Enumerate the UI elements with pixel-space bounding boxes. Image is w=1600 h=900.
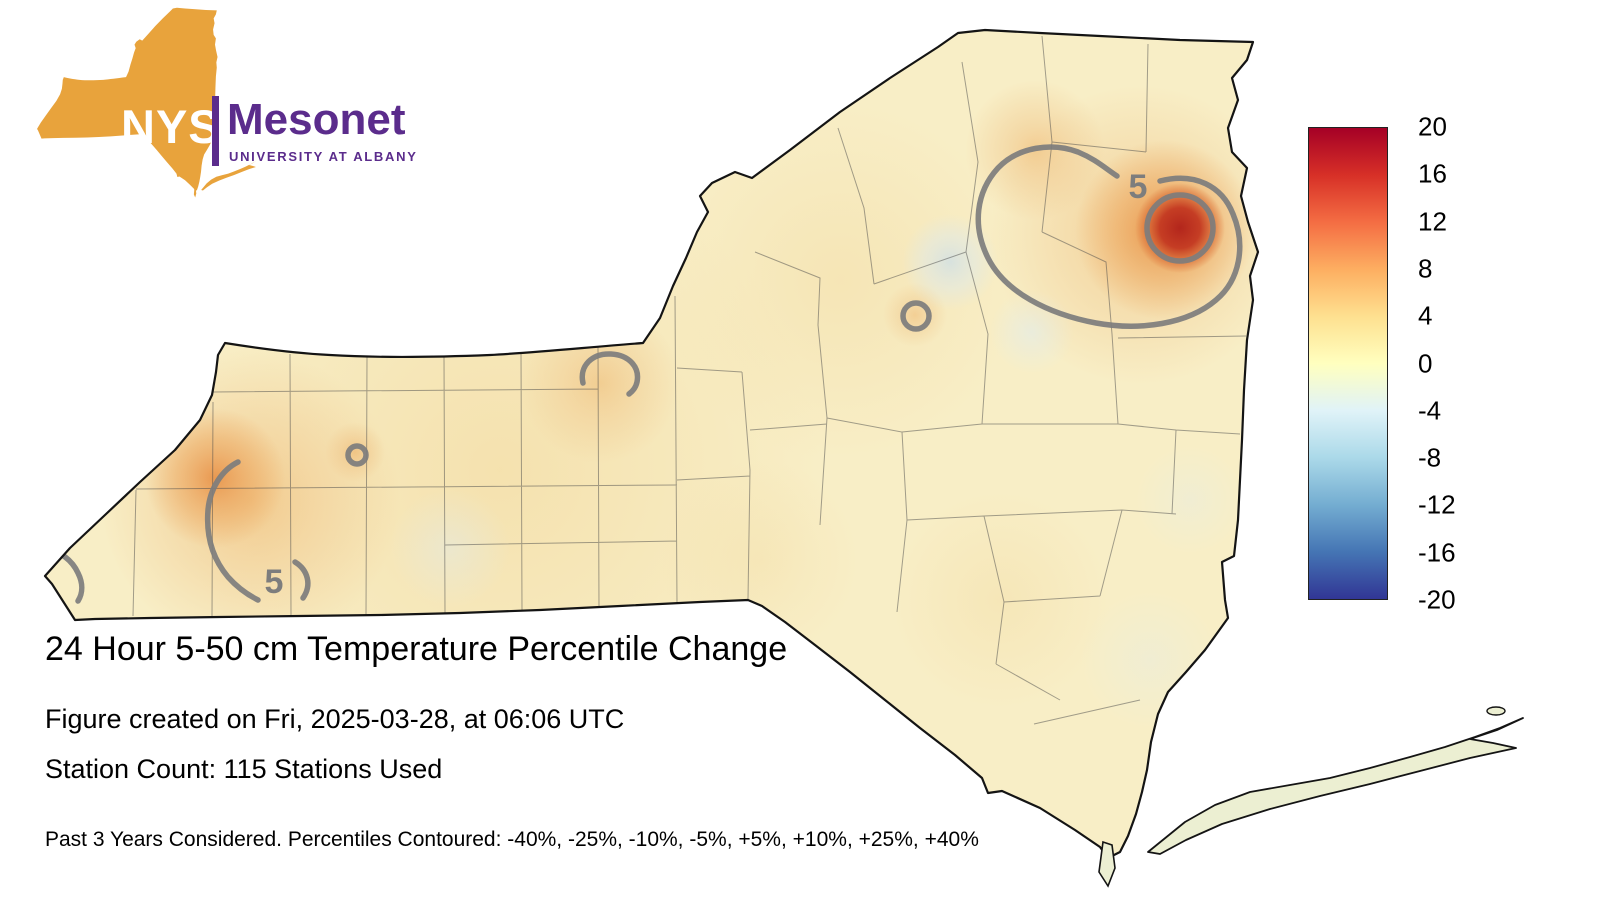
colorbar-tick: -16 xyxy=(1418,537,1456,568)
west-hotspot xyxy=(145,408,285,548)
contour-west-line xyxy=(204,459,261,603)
figure-title: 24 Hour 5-50 cm Temperature Percentile C… xyxy=(45,630,788,668)
colorbar-tick: -8 xyxy=(1418,442,1442,473)
contour-label-northeast: 5 xyxy=(1129,168,1148,206)
logo-nys-text: NYS xyxy=(121,100,221,153)
colorbar-tick: -4 xyxy=(1418,395,1442,426)
manhattan-island xyxy=(1098,841,1116,887)
contour-label-west: 5 xyxy=(265,563,284,601)
contour-small-arc xyxy=(579,351,641,397)
colorbar-tick: -12 xyxy=(1418,489,1456,520)
figure-created-line: Figure created on Fri, 2025-03-28, at 06… xyxy=(45,704,625,734)
percentile-contours xyxy=(45,144,1243,604)
colorbar-tick: -20 xyxy=(1418,584,1456,615)
colorbar-tick: 20 xyxy=(1418,111,1447,142)
logo-mesonet-text: Mesonet xyxy=(227,95,406,144)
contour-ne-loop xyxy=(975,144,1243,329)
colorbar: 20 16 12 8 4 0 -4 -8 -12 -16 -20 xyxy=(1308,112,1508,615)
colorbar-tick: 16 xyxy=(1418,158,1447,189)
contour-west-arc xyxy=(292,559,311,601)
colorbar-tick: 8 xyxy=(1418,253,1433,284)
figure-footnote: Past 3 Years Considered. Percentiles Con… xyxy=(45,828,979,851)
colorbar-tick: 12 xyxy=(1418,206,1447,237)
logo-divider-bar xyxy=(212,96,219,166)
colorbar-tick: 0 xyxy=(1418,348,1433,378)
colorbar-gradient xyxy=(1308,127,1388,600)
small-island xyxy=(1486,706,1506,716)
county-boundaries xyxy=(132,35,1247,725)
contour-tiny-ring-west xyxy=(345,443,369,467)
long-island xyxy=(1147,717,1524,855)
colorbar-tick-labels: 20 16 12 8 4 0 -4 -8 -12 -16 -20 xyxy=(1418,112,1508,615)
contour-ne-inner-ring xyxy=(1144,192,1216,264)
contour-small-ring-central xyxy=(900,300,932,332)
station-count-line: Station Count: 115 Stations Used xyxy=(45,754,443,784)
logo-university-text: UNIVERSITY AT ALBANY xyxy=(229,149,418,164)
colorbar-tick: 4 xyxy=(1418,300,1433,331)
